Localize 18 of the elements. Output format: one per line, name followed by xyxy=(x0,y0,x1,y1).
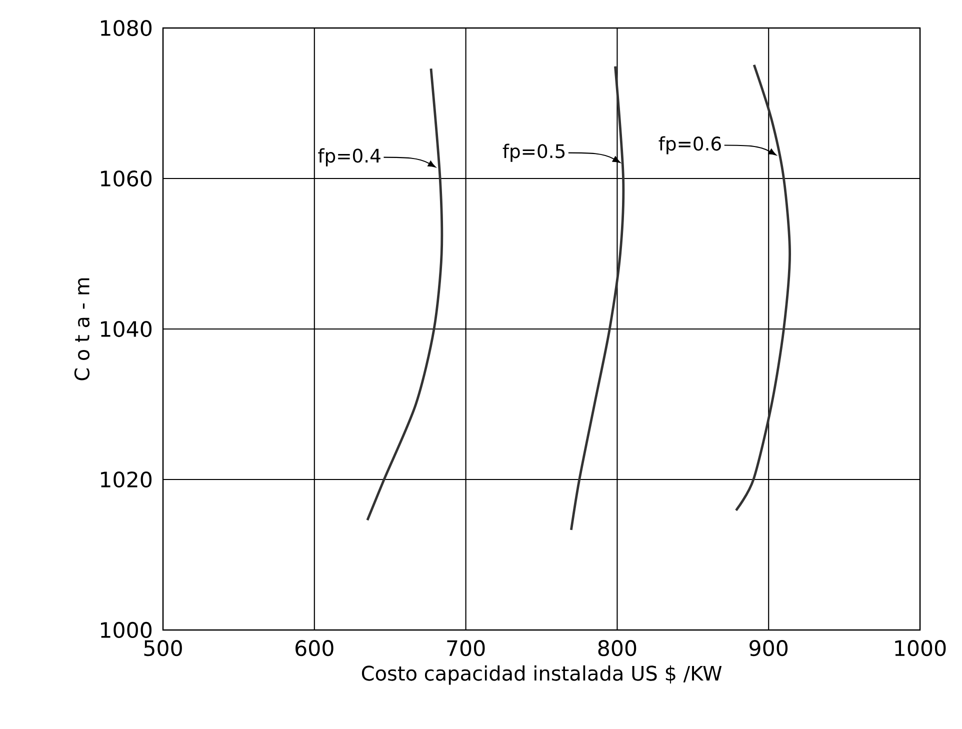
x-tick-label: 500 xyxy=(144,640,182,656)
x-tick-label: 900 xyxy=(750,640,788,656)
annotation: fp=0.6 xyxy=(658,136,721,154)
y-tick-label: 1080 xyxy=(101,20,152,36)
y-tick-label: 1060 xyxy=(101,170,152,187)
line-series xyxy=(570,65,625,532)
annotation: fp=0.5 xyxy=(502,144,565,162)
x-tick-label: 700 xyxy=(447,640,485,656)
annotation: fp=0.4 xyxy=(318,148,380,166)
x-tick-label: 1000 xyxy=(895,640,946,656)
line-series xyxy=(734,64,792,512)
y-tick-label: 1000 xyxy=(101,622,152,638)
y-tick-label: 1040 xyxy=(101,320,152,338)
x-tick-label: 800 xyxy=(598,640,636,656)
x-tick-label: 600 xyxy=(296,640,334,656)
y-tick-label: 1020 xyxy=(101,471,152,488)
x-axis-title: Costo capacidad instalada US $ /KW xyxy=(362,665,722,685)
y-axis-title: C o t a - m xyxy=(74,278,90,380)
